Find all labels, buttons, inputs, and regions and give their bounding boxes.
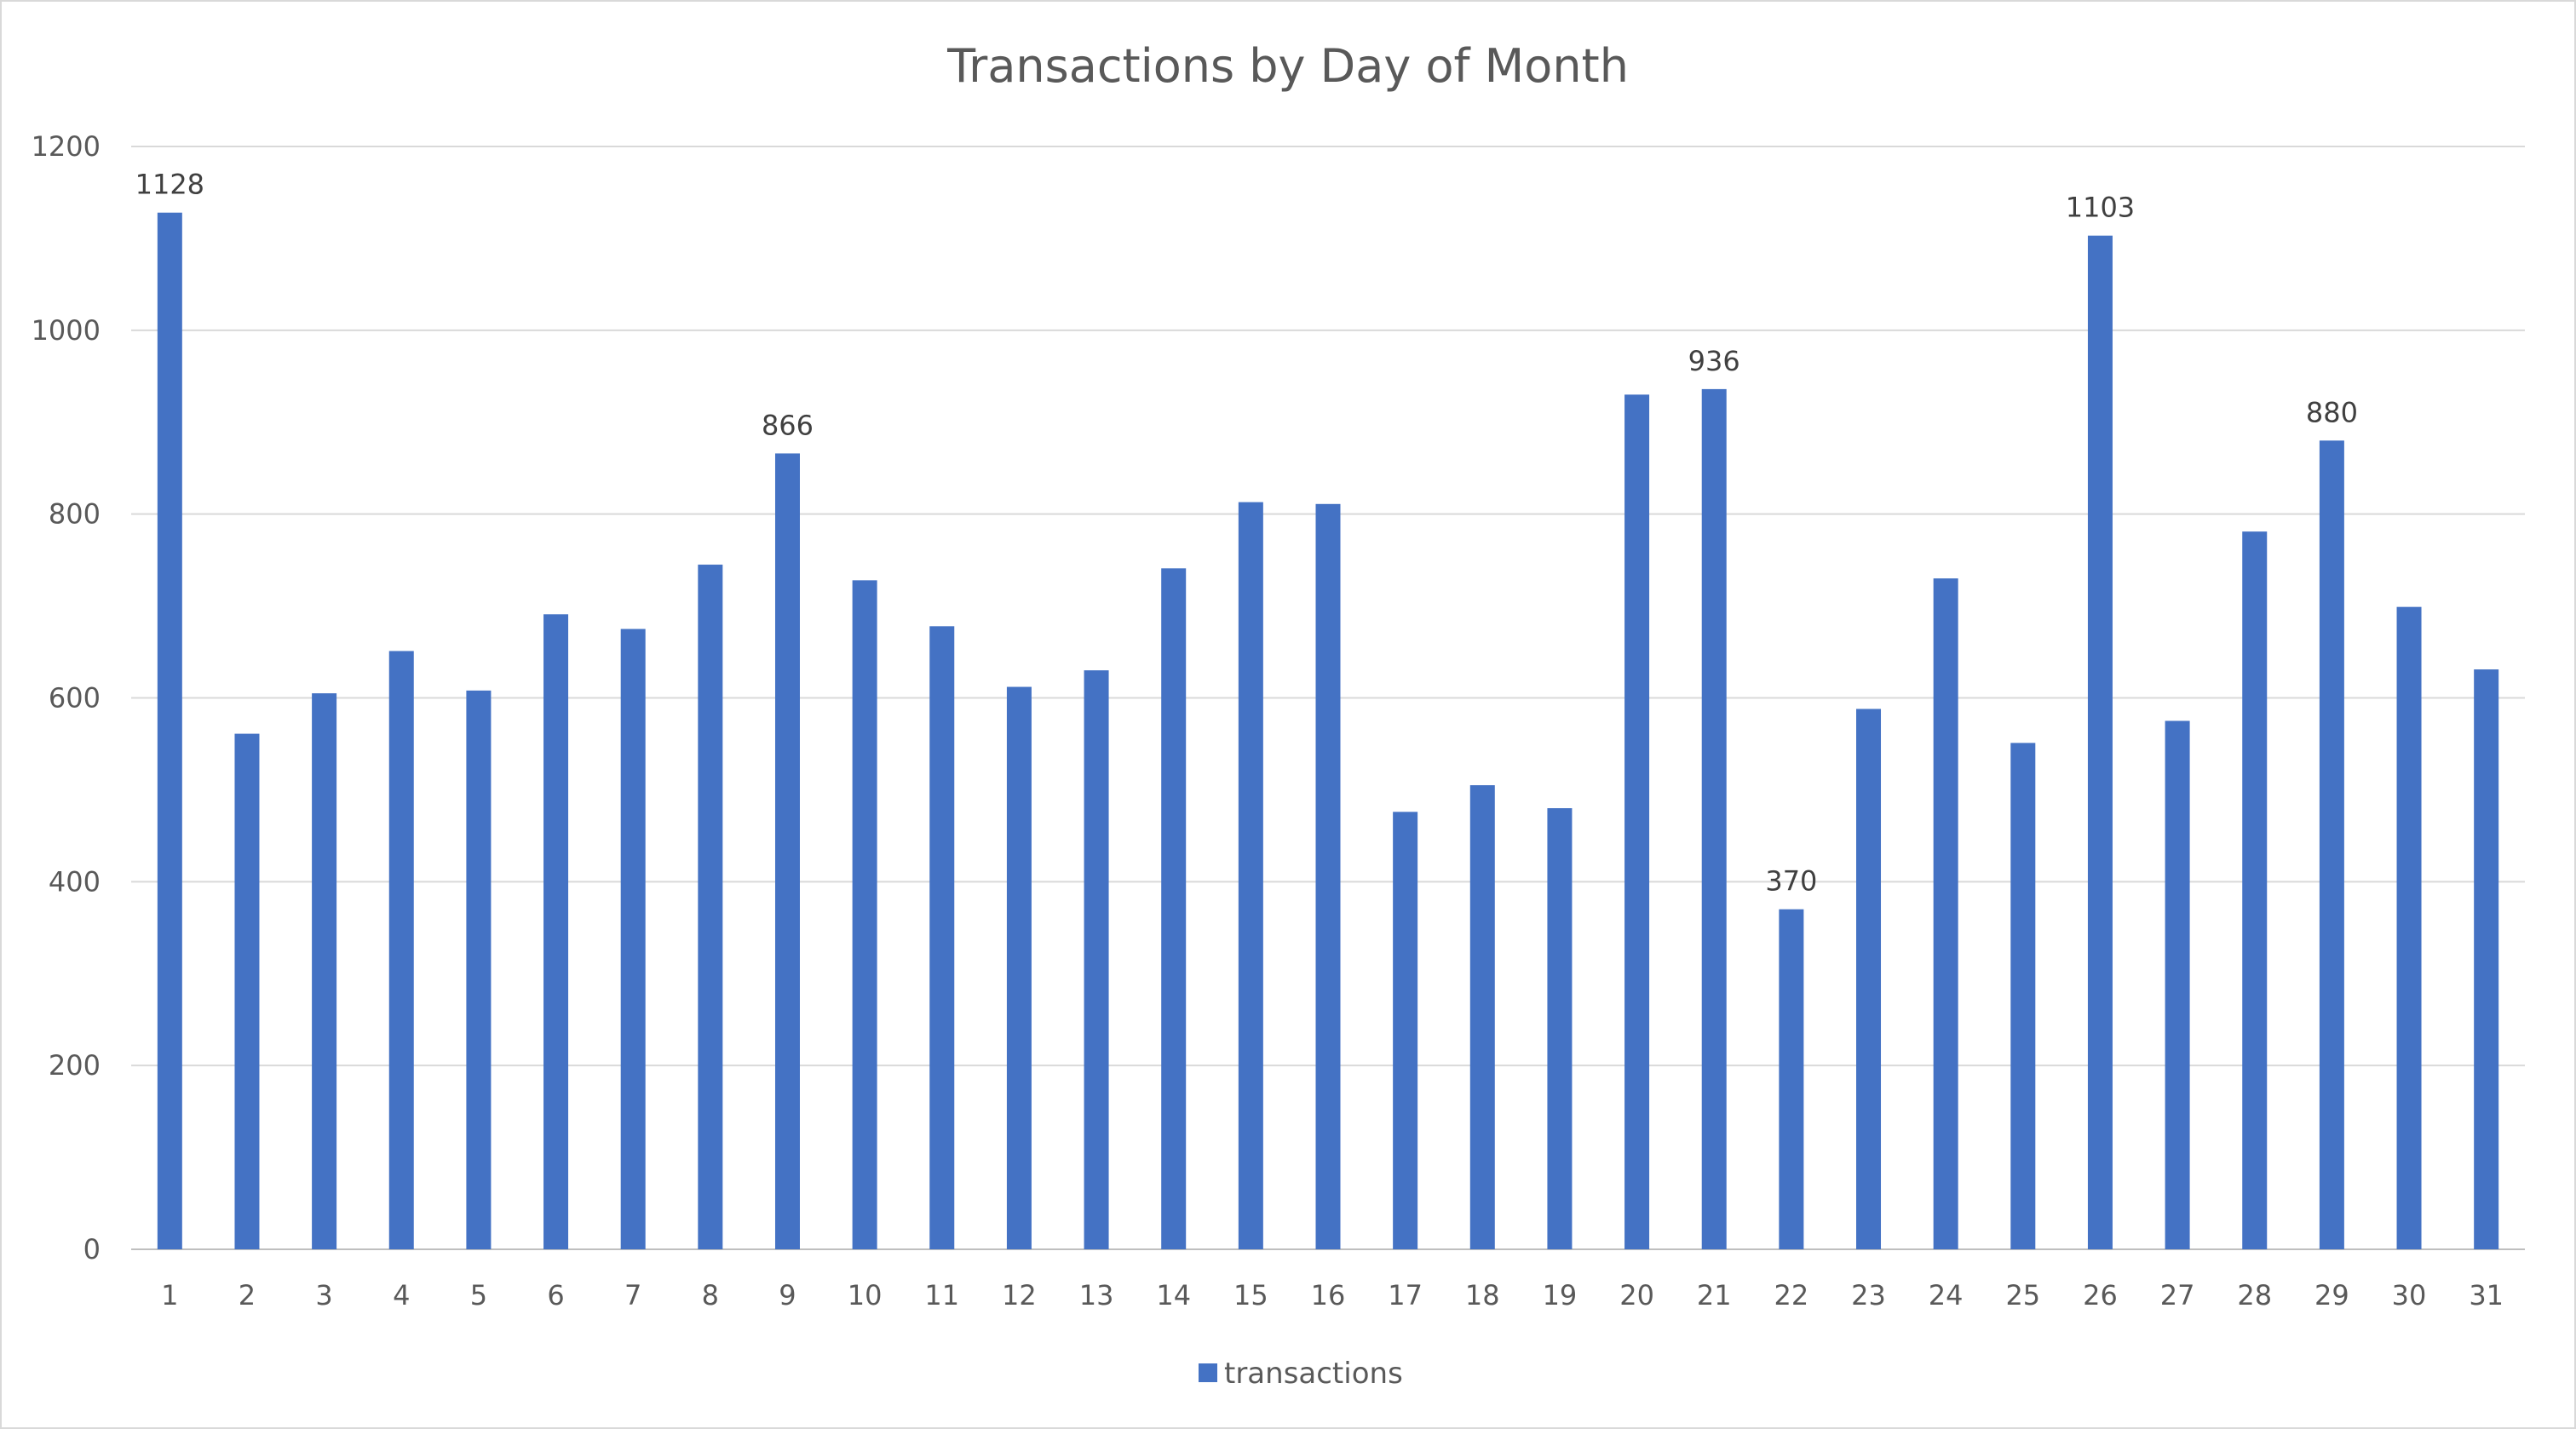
x-tick-label: 21 xyxy=(1697,1279,1732,1311)
x-tick-label: 31 xyxy=(2469,1279,2504,1311)
x-tick-label: 17 xyxy=(1388,1279,1423,1311)
bar-day-8 xyxy=(698,565,723,1249)
legend-swatch xyxy=(1199,1363,1217,1382)
data-labels: 1128 866 936 370 1103 880 xyxy=(135,169,2358,898)
x-tick-label: 11 xyxy=(924,1279,959,1311)
bar-day-6 xyxy=(543,614,569,1249)
bar-day-27 xyxy=(2165,720,2190,1249)
x-tick-label: 3 xyxy=(315,1279,332,1311)
bar-day-31 xyxy=(2474,669,2499,1249)
x-tick-label: 27 xyxy=(2160,1279,2195,1311)
x-tick-label: 8 xyxy=(702,1279,719,1311)
x-tick-label: 20 xyxy=(1619,1279,1654,1311)
bar-day-26 xyxy=(2087,235,2113,1249)
bar-day-30 xyxy=(2396,606,2422,1249)
y-tick-label: 600 xyxy=(49,682,101,714)
x-tick-label: 25 xyxy=(2005,1279,2040,1311)
x-tick-label: 5 xyxy=(470,1279,487,1311)
bar-day-15 xyxy=(1238,502,1263,1249)
y-axis-ticks: 0 200 400 600 800 1000 1200 xyxy=(32,130,101,1265)
x-tick-label: 6 xyxy=(547,1279,564,1311)
bar-day-13 xyxy=(1084,670,1109,1249)
bar-day-28 xyxy=(2242,531,2268,1249)
x-tick-label: 12 xyxy=(1002,1279,1037,1311)
y-tick-label: 1000 xyxy=(32,314,101,347)
x-tick-label: 13 xyxy=(1079,1279,1114,1311)
y-tick-label: 1200 xyxy=(32,130,101,163)
x-tick-label: 16 xyxy=(1311,1279,1346,1311)
bar-day-7 xyxy=(620,628,646,1249)
x-tick-label: 29 xyxy=(2314,1279,2349,1311)
bar-day-11 xyxy=(929,626,955,1249)
x-tick-label: 14 xyxy=(1156,1279,1191,1311)
bar-day-25 xyxy=(2010,743,2036,1249)
x-tick-label: 26 xyxy=(2083,1279,2118,1311)
bar-day-29 xyxy=(2319,440,2344,1249)
y-tick-label: 400 xyxy=(49,865,101,898)
bar-day-12 xyxy=(1006,686,1032,1249)
bar-day-17 xyxy=(1393,812,1418,1249)
x-tick-label: 10 xyxy=(848,1279,883,1311)
data-label-day-1: 1128 xyxy=(135,169,204,201)
x-tick-label: 19 xyxy=(1543,1279,1578,1311)
bar-day-1 xyxy=(157,212,182,1250)
bar-day-23 xyxy=(1856,709,1882,1249)
legend-label: transactions xyxy=(1224,1357,1403,1391)
legend: transactions xyxy=(1199,1357,1403,1391)
bar-day-5 xyxy=(466,690,492,1249)
bar-day-4 xyxy=(388,651,414,1249)
bar-day-20 xyxy=(1624,394,1650,1249)
bars xyxy=(157,212,2499,1250)
bar-day-18 xyxy=(1469,785,1495,1249)
x-tick-label: 28 xyxy=(2237,1279,2272,1311)
x-tick-label: 24 xyxy=(1929,1279,1964,1311)
x-tick-label: 4 xyxy=(393,1279,410,1311)
x-tick-label: 9 xyxy=(779,1279,796,1311)
data-label-day-21: 936 xyxy=(1688,345,1740,377)
x-axis-ticks: 1 2 3 4 5 6 7 8 9 10 11 12 13 14 15 16 17 18 19 20 21 22 23 24 2… xyxy=(161,1279,2504,1311)
bar-day-16 xyxy=(1315,503,1341,1249)
x-tick-label: 15 xyxy=(1233,1279,1268,1311)
x-tick-label: 30 xyxy=(2392,1279,2427,1311)
bar-day-9 xyxy=(774,453,800,1249)
bar-day-14 xyxy=(1161,568,1187,1249)
x-tick-label: 22 xyxy=(1774,1279,1809,1311)
x-tick-label: 18 xyxy=(1465,1279,1500,1311)
bar-day-21 xyxy=(1701,388,1727,1249)
chart-title: Transactions by Day of Month xyxy=(946,39,1629,93)
bar-day-10 xyxy=(852,580,877,1249)
y-tick-label: 800 xyxy=(49,498,101,531)
bar-day-2 xyxy=(234,733,260,1249)
y-tick-label: 200 xyxy=(49,1049,101,1082)
x-tick-label: 2 xyxy=(239,1279,256,1311)
y-tick-label: 0 xyxy=(83,1233,101,1265)
bar-day-19 xyxy=(1547,808,1573,1249)
bar-day-3 xyxy=(312,693,337,1249)
bar-day-24 xyxy=(1933,578,1958,1249)
x-tick-label: 23 xyxy=(1851,1279,1886,1311)
data-label-day-22: 370 xyxy=(1765,865,1817,898)
bar-day-22 xyxy=(1779,909,1804,1249)
data-label-day-9: 866 xyxy=(762,409,814,441)
x-tick-label: 1 xyxy=(161,1279,178,1311)
data-label-day-29: 880 xyxy=(2306,396,2358,428)
data-label-day-26: 1103 xyxy=(2066,192,2135,224)
x-tick-label: 7 xyxy=(624,1279,641,1311)
